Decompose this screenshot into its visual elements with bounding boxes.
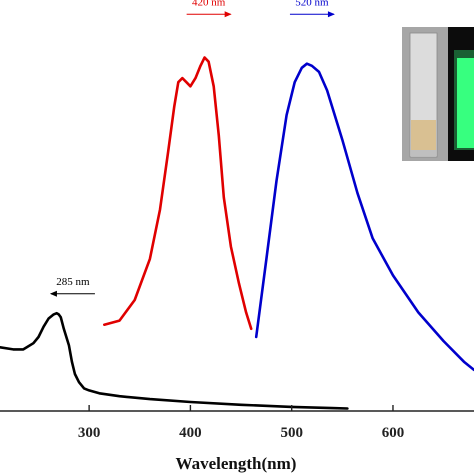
series-line-2	[254, 62, 474, 372]
x-axis: 300 400 500 600	[0, 405, 474, 441]
x-tick-label: 600	[382, 425, 405, 441]
x-ticks: 300 400 500 600	[78, 405, 404, 441]
series-line-0	[0, 311, 349, 410]
annotation-label-2: 520 nm	[295, 0, 329, 8]
inset-photo	[402, 27, 474, 161]
x-tick-label: 500	[280, 425, 303, 441]
annotation-arrowhead-0	[49, 290, 57, 297]
curves-layer	[0, 56, 474, 410]
cuvette-uv-glow	[457, 58, 474, 148]
annotation-label-0: 285 nm	[56, 276, 90, 288]
annotation-label-1: 420 nm	[192, 0, 226, 8]
annotation-arrowhead-1	[224, 11, 232, 18]
x-tick-label: 400	[179, 425, 202, 441]
annotations-layer: 285 nm 420 nm 520 nm	[49, 0, 335, 297]
x-tick-label: 300	[78, 425, 101, 441]
x-axis-title: Wavelength(nm)	[176, 454, 297, 473]
series-line-1	[103, 56, 253, 331]
cuvette-daylight-liquid	[411, 120, 436, 150]
annotation-arrowhead-2	[327, 11, 335, 18]
cuvette-daylight-base	[411, 150, 436, 156]
